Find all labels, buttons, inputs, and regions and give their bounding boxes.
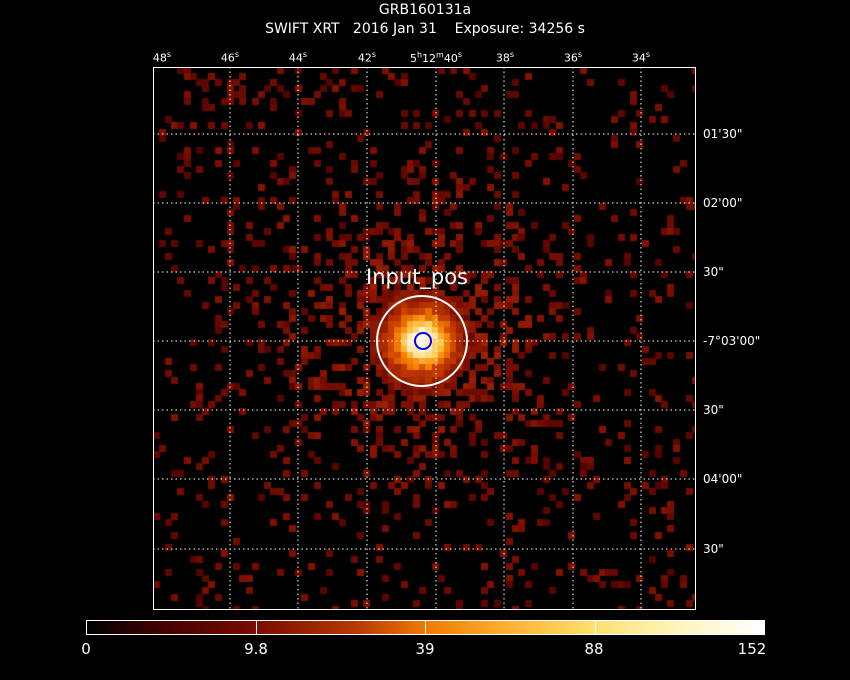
ra-tick-label: 38s bbox=[495, 50, 515, 65]
image-frame bbox=[153, 67, 696, 610]
ra-tick-label: 42s bbox=[357, 50, 377, 65]
position-marker-circle bbox=[414, 332, 432, 350]
dec-tick-label: 30" bbox=[703, 265, 724, 279]
xray-image-panel: Input_pos bbox=[153, 67, 696, 610]
xray-counts-image bbox=[153, 67, 696, 610]
ra-tick-label: 36s bbox=[563, 50, 583, 65]
ra-hm-label: 5h12m40 bbox=[409, 50, 458, 65]
colorbar bbox=[86, 620, 765, 635]
source-region-circle bbox=[376, 295, 468, 387]
coordinate-grid bbox=[153, 67, 696, 610]
dec-tick-label: 04'00" bbox=[703, 472, 743, 486]
ra-tick-label: 48s bbox=[152, 50, 172, 65]
image-overlay: Input_pos bbox=[153, 67, 696, 610]
dec-tick-label: 30" bbox=[703, 542, 724, 556]
ra-tick-label: 5h12m40s bbox=[409, 50, 463, 65]
image-subtitle: SWIFT XRT 2016 Jan 31 Exposure: 34256 s bbox=[265, 21, 585, 37]
ra-tick-label: 34s bbox=[631, 50, 651, 65]
colorbar-label: 9.8 bbox=[244, 640, 268, 658]
ra-tick-label: 46s bbox=[220, 50, 240, 65]
image-title: GRB160131a bbox=[378, 2, 472, 18]
colorbar-label: 88 bbox=[584, 640, 604, 658]
dec-tick-label: 02'00" bbox=[703, 196, 743, 210]
dec-tick-label: 30" bbox=[703, 403, 724, 417]
colorbar-tick bbox=[256, 621, 257, 635]
source-label: Input_pos bbox=[366, 265, 468, 290]
colorbar-label: 39 bbox=[415, 640, 435, 658]
ra-tick-label: 44s bbox=[288, 50, 308, 65]
colorbar-tick bbox=[595, 621, 596, 635]
colorbar-label: 152 bbox=[737, 640, 767, 658]
dec-tick-label: 01'30" bbox=[703, 127, 743, 141]
dec-tick-label: -7°03'00" bbox=[703, 334, 761, 348]
colorbar-label: 0 bbox=[81, 640, 91, 658]
colorbar-tick bbox=[425, 621, 426, 635]
